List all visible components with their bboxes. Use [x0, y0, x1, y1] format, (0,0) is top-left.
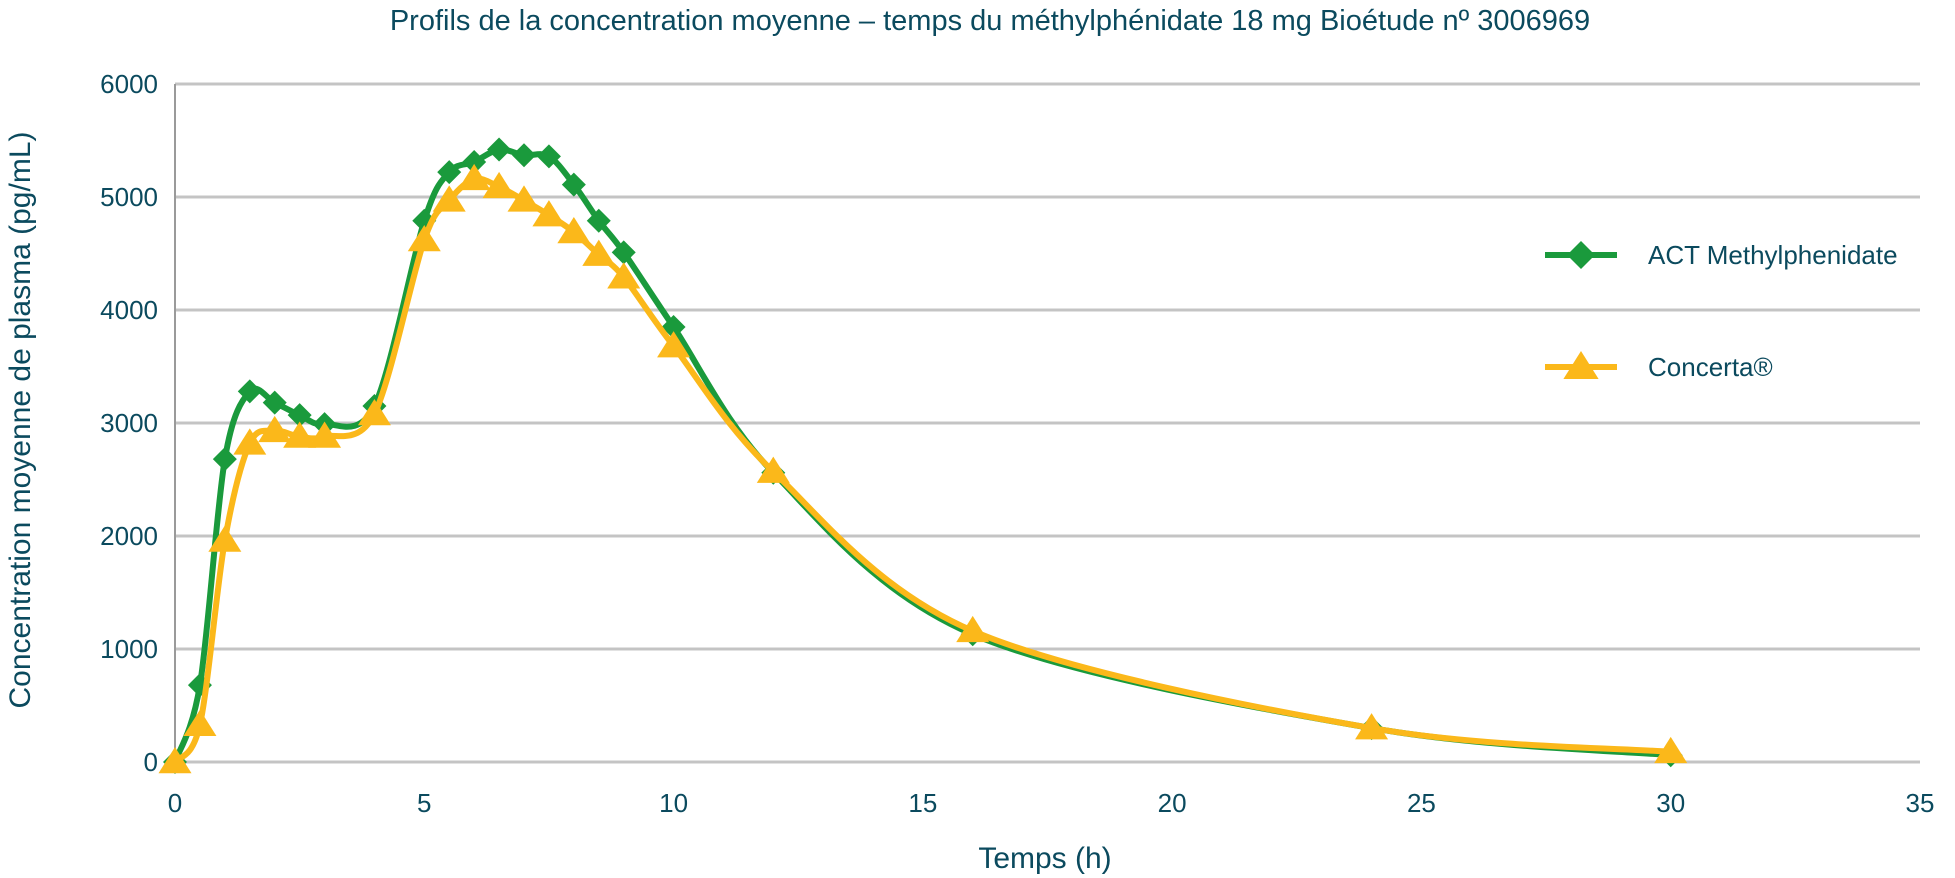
y-tick-label: 4000 — [100, 295, 158, 325]
series-1 — [158, 163, 1688, 774]
x-tick-label: 10 — [659, 788, 688, 818]
chart-title: Profils de la concentration moyenne – te… — [390, 5, 1590, 37]
x-tick-label: 30 — [1656, 788, 1685, 818]
data-point — [1654, 736, 1688, 764]
data-point — [657, 331, 691, 358]
legend-label: ACT Methylphenidate — [1648, 240, 1898, 270]
legend-marker — [1563, 351, 1599, 379]
x-tick-label: 5 — [417, 788, 431, 818]
legend: ACT Methylphenidate Concerta® — [1545, 240, 1898, 382]
y-tick-label: 6000 — [100, 69, 158, 99]
data-point — [661, 314, 686, 339]
x-tick-label: 35 — [1906, 788, 1935, 818]
x-tick-label: 15 — [908, 788, 937, 818]
series-line — [172, 146, 1671, 764]
series-0 — [163, 137, 1683, 774]
data-point — [212, 447, 237, 472]
x-tick-label: 25 — [1407, 788, 1436, 818]
data-point — [437, 160, 462, 185]
data-point — [237, 379, 262, 404]
x-tick-label: 0 — [168, 788, 182, 818]
data-point — [507, 185, 541, 212]
legend-item: ACT Methylphenidate — [1545, 240, 1898, 270]
y-tick-label: 2000 — [100, 521, 158, 551]
y-tick-label: 3000 — [100, 408, 158, 438]
data-point — [233, 428, 267, 455]
x-axis-ticks: 0 5 10 15 20 25 30 35 — [168, 788, 1935, 818]
x-axis-label: Temps (h) — [978, 842, 1111, 875]
y-tick-label: 0 — [144, 747, 158, 777]
data-point — [457, 163, 491, 191]
legend-item: Concerta® — [1545, 351, 1773, 382]
data-point — [308, 421, 342, 448]
grid-lines — [175, 82, 1920, 764]
data-point — [158, 747, 192, 774]
data-point — [357, 398, 391, 426]
data-point — [407, 224, 441, 252]
data-point — [258, 415, 292, 443]
data-point — [287, 403, 312, 428]
data-point — [611, 240, 636, 265]
data-point — [561, 172, 586, 197]
data-point — [532, 200, 566, 227]
data-point — [432, 185, 466, 212]
y-tick-label: 5000 — [100, 182, 158, 212]
legend-label: Concerta® — [1648, 352, 1773, 382]
data-point — [582, 239, 616, 266]
data-point — [183, 709, 217, 736]
data-point — [482, 171, 516, 199]
y-tick-label: 1000 — [100, 634, 158, 664]
data-point — [536, 144, 561, 169]
data-point — [557, 217, 591, 244]
data-point — [283, 421, 317, 448]
series-layer — [158, 137, 1688, 774]
data-point — [607, 262, 641, 289]
y-axis-label: Concentration moyenne de plasma (pg/mL) — [4, 132, 37, 709]
data-point — [262, 390, 287, 415]
data-point — [512, 143, 536, 168]
data-point — [208, 525, 242, 552]
x-tick-label: 20 — [1158, 788, 1187, 818]
data-point — [586, 208, 611, 233]
legend-marker — [1567, 241, 1595, 269]
data-point — [756, 456, 790, 483]
data-point — [487, 137, 512, 162]
data-point — [462, 149, 487, 174]
y-axis-ticks: 0 1000 2000 3000 4000 5000 6000 — [100, 69, 158, 777]
series-line — [172, 175, 1671, 765]
data-point — [956, 615, 990, 643]
data-point — [1355, 713, 1389, 740]
